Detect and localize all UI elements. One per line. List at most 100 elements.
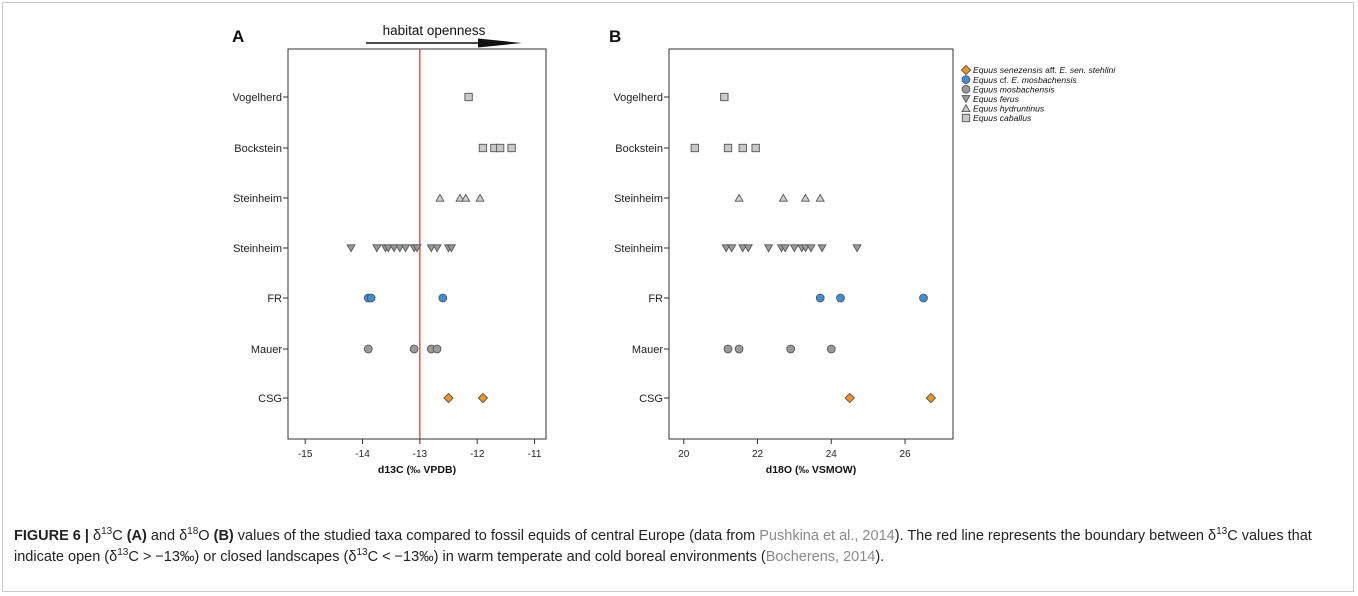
x-tick-label: 26	[899, 449, 911, 460]
caption-text: O	[198, 528, 214, 544]
citation-link[interactable]: Pushkina et al., 2014	[759, 528, 895, 544]
x-tick-label: -13	[413, 449, 428, 460]
legend-species: Equus	[973, 75, 998, 85]
y-tick-label: FR	[267, 293, 282, 305]
data-point	[443, 392, 454, 404]
caption-text: ).	[875, 549, 885, 565]
citation-link[interactable]: Bocherens, 2014	[765, 549, 876, 565]
data-point	[815, 293, 825, 303]
data-point	[919, 293, 928, 303]
caption-text: C < −13‰) in warm temperate and cold bor…	[367, 549, 766, 565]
data-point	[738, 244, 748, 253]
data-point	[738, 143, 747, 153]
panel-label: B	[609, 27, 621, 46]
y-tick-label: FR	[648, 293, 663, 305]
caption-panel-ref: (A)	[126, 528, 147, 544]
data-point	[438, 293, 448, 303]
data-point	[507, 143, 516, 153]
caption-text: values of the studied taxa compared to f…	[233, 528, 760, 544]
legend-qualifier: aff.	[1043, 65, 1060, 75]
data-point	[734, 344, 744, 354]
data-point	[495, 143, 505, 153]
legend-marker	[961, 103, 971, 113]
legend: Equus senezensis aff. E. sen. stehliniEq…	[960, 64, 1116, 123]
data-point	[435, 193, 445, 202]
y-tick-label: Steinheim	[233, 193, 282, 205]
data-point	[800, 193, 811, 202]
data-point	[844, 392, 855, 404]
data-point	[815, 193, 825, 202]
y-tick-label: Steinheim	[233, 243, 282, 255]
legend-marker	[960, 64, 972, 76]
legend-species: Equus mosbachensis	[973, 84, 1055, 94]
data-point	[852, 244, 862, 253]
legend-species: Equus hydruntinus	[973, 104, 1045, 114]
legend-entry: Equus senezensis aff. E. sen. stehlini	[973, 65, 1116, 75]
caption-label: FIGURE 6 |	[14, 528, 89, 544]
data-point	[751, 143, 760, 153]
y-tick-label: Steinheim	[614, 243, 663, 255]
x-tick-label: -14	[355, 449, 370, 460]
plot-frame	[668, 48, 954, 440]
data-point	[723, 344, 733, 354]
x-axis-label: d18O (‰ VSMOW)	[766, 464, 856, 476]
data-point	[778, 193, 789, 202]
caption-sup: 13	[356, 547, 368, 559]
x-tick-label: 20	[678, 449, 690, 460]
caption-panel-ref: (B)	[213, 528, 234, 544]
arrow-head-icon	[478, 38, 522, 48]
y-tick-label: CSG	[258, 393, 282, 405]
data-point	[366, 293, 376, 303]
legend-species: E. sen. stehlini	[1059, 65, 1116, 75]
legend-species: Equus ferus	[973, 94, 1020, 104]
y-tick-label: Mauer	[632, 344, 664, 356]
data-point	[464, 92, 473, 102]
data-point	[720, 92, 729, 102]
legend-marker	[961, 95, 971, 104]
legend-entry: Equus ferus	[973, 94, 1020, 104]
data-point	[412, 244, 422, 253]
data-point	[478, 143, 488, 153]
legend-entry: Equus cf. E. mosbachensis	[973, 75, 1077, 85]
habitat-openness-label: habitat openness	[383, 23, 486, 38]
caption-sup: 18	[187, 526, 199, 538]
data-point	[780, 244, 790, 253]
data-point	[763, 244, 774, 253]
x-tick-label: -15	[298, 449, 313, 460]
data-point	[461, 193, 471, 202]
y-tick-label: Vogelherd	[232, 92, 282, 104]
legend-entry: Equus caballus	[973, 113, 1032, 123]
data-point	[800, 244, 811, 253]
caption-text: and δ	[146, 528, 188, 544]
y-tick-label: Steinheim	[614, 193, 663, 205]
x-tick-label: 24	[826, 449, 838, 460]
data-point	[789, 244, 800, 253]
data-point	[400, 244, 411, 253]
caption-text: δ	[88, 528, 102, 544]
figure: A Vogelherd Bockstein Steinheim Steinheim FR M…	[232, 23, 1116, 476]
data-point	[817, 244, 827, 253]
data-point	[826, 344, 836, 354]
legend-species: E. mosbachensis	[1011, 75, 1077, 85]
x-tick-label: 22	[752, 449, 764, 460]
data-point	[372, 244, 382, 253]
caption-text: C > −13‰) or closed landscapes (δ	[128, 549, 357, 565]
data-point	[432, 344, 442, 354]
caption-text: C values that indicate open (δ	[14, 528, 1312, 565]
legend-entry: Equus hydruntinus	[973, 104, 1045, 114]
x-tick-label: -12	[470, 449, 485, 460]
legend-qualifier: cf.	[997, 75, 1011, 85]
data-point	[446, 244, 457, 253]
data-point	[395, 244, 405, 253]
y-tick-label: Vogelherd	[613, 92, 663, 104]
data-point	[723, 143, 733, 153]
data-point	[721, 244, 731, 253]
data-point	[786, 344, 796, 354]
legend-marker	[961, 75, 971, 84]
data-point	[690, 143, 699, 153]
x-tick-label: -11	[528, 449, 542, 460]
data-point	[426, 244, 437, 253]
x-axis-label: d13C (‰ VPDB)	[378, 464, 456, 476]
chart-panel-b: B Vogelherd Bockstein Steinheim Steinheim FR M…	[609, 27, 954, 476]
